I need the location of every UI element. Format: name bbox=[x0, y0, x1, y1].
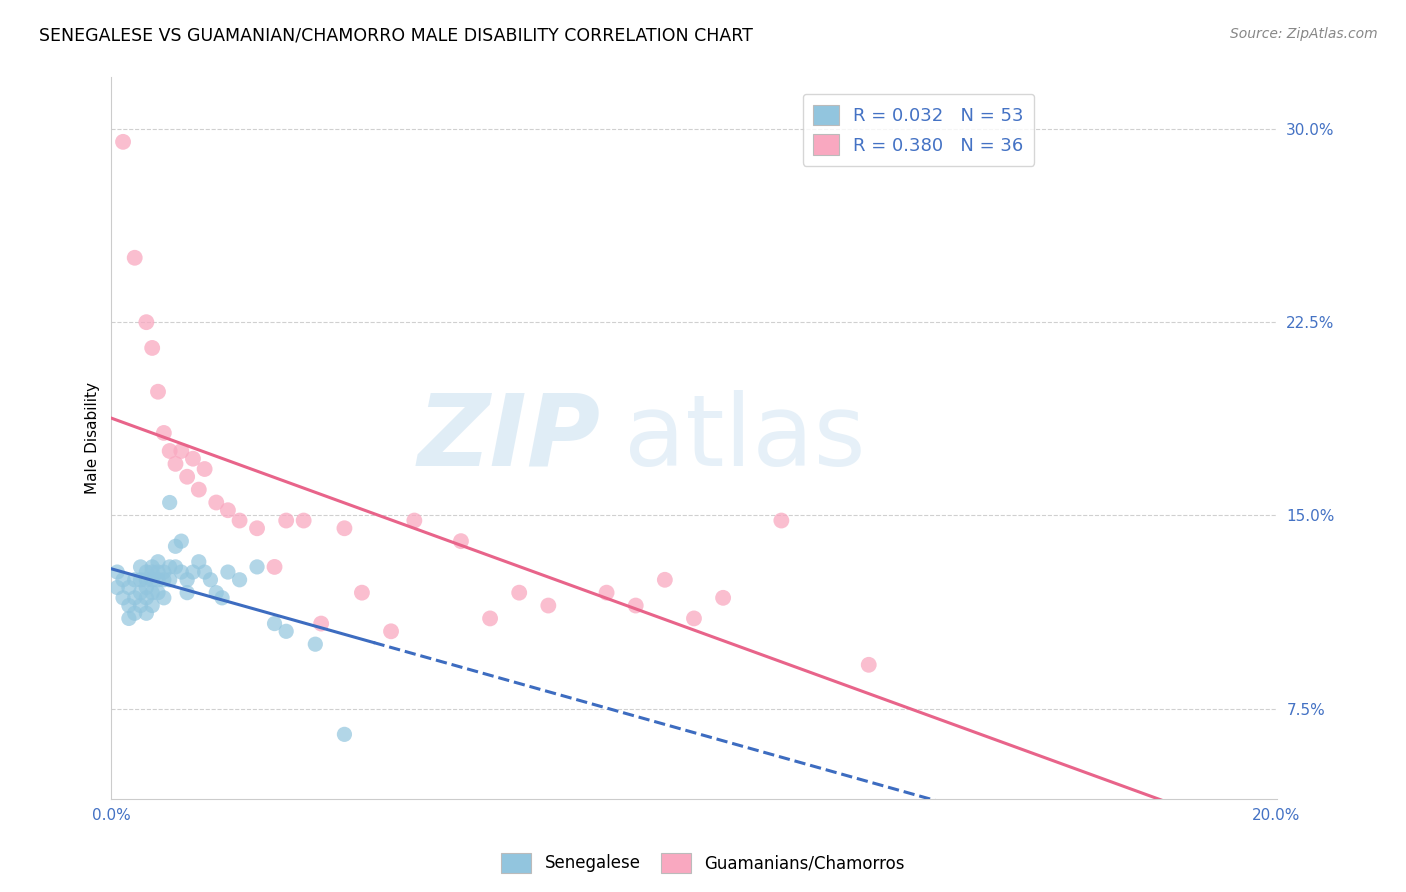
Point bbox=[228, 514, 250, 528]
Point bbox=[146, 573, 169, 587]
Point bbox=[153, 591, 176, 605]
Point bbox=[141, 341, 163, 355]
Point bbox=[124, 607, 146, 621]
Point bbox=[135, 591, 157, 605]
Point bbox=[187, 483, 209, 497]
Point bbox=[276, 514, 298, 528]
Point bbox=[508, 585, 530, 599]
Text: ZIP: ZIP bbox=[418, 390, 600, 487]
Point bbox=[105, 565, 128, 579]
Point bbox=[135, 565, 157, 579]
Point bbox=[205, 495, 228, 509]
Point bbox=[141, 565, 163, 579]
Point bbox=[246, 521, 269, 535]
Point bbox=[624, 599, 647, 613]
Point bbox=[112, 135, 135, 149]
Point bbox=[124, 251, 146, 265]
Point bbox=[135, 607, 157, 621]
Point bbox=[683, 611, 706, 625]
Point bbox=[309, 616, 332, 631]
Point bbox=[292, 514, 315, 528]
Point bbox=[246, 560, 269, 574]
Point bbox=[181, 565, 204, 579]
Point bbox=[711, 591, 734, 605]
Point bbox=[129, 573, 152, 587]
Text: SENEGALESE VS GUAMANIAN/CHAMORRO MALE DISABILITY CORRELATION CHART: SENEGALESE VS GUAMANIAN/CHAMORRO MALE DI… bbox=[39, 27, 754, 45]
Point bbox=[124, 591, 146, 605]
Point bbox=[159, 495, 181, 509]
Point bbox=[595, 585, 617, 599]
Point bbox=[217, 503, 239, 517]
Point bbox=[135, 315, 157, 329]
Point bbox=[146, 384, 169, 399]
Point bbox=[479, 611, 502, 625]
Point bbox=[194, 462, 217, 476]
Legend: R = 0.032   N = 53, R = 0.380   N = 36: R = 0.032 N = 53, R = 0.380 N = 36 bbox=[803, 94, 1035, 166]
Point bbox=[770, 514, 793, 528]
Point bbox=[135, 581, 157, 595]
Point bbox=[146, 555, 169, 569]
Point bbox=[124, 573, 146, 587]
Point bbox=[200, 573, 222, 587]
Point bbox=[176, 585, 198, 599]
Point bbox=[112, 573, 135, 587]
Point bbox=[170, 534, 193, 549]
Point bbox=[858, 657, 880, 672]
Point bbox=[165, 539, 187, 553]
Point bbox=[141, 585, 163, 599]
Point bbox=[350, 585, 373, 599]
Point bbox=[211, 591, 233, 605]
Point bbox=[129, 585, 152, 599]
Point bbox=[153, 425, 176, 440]
Point bbox=[333, 521, 356, 535]
Point bbox=[165, 560, 187, 574]
Point bbox=[176, 469, 198, 483]
Point bbox=[165, 457, 187, 471]
Text: atlas: atlas bbox=[624, 390, 866, 487]
Point bbox=[263, 560, 285, 574]
Point bbox=[141, 573, 163, 587]
Point bbox=[194, 565, 217, 579]
Point bbox=[129, 560, 152, 574]
Point bbox=[146, 585, 169, 599]
Point bbox=[654, 573, 676, 587]
Point bbox=[112, 591, 135, 605]
Point bbox=[118, 611, 141, 625]
Point bbox=[170, 444, 193, 458]
Text: Source: ZipAtlas.com: Source: ZipAtlas.com bbox=[1230, 27, 1378, 41]
Point bbox=[537, 599, 560, 613]
Point bbox=[135, 573, 157, 587]
Point bbox=[118, 581, 141, 595]
Point bbox=[159, 560, 181, 574]
Point bbox=[404, 514, 426, 528]
Point bbox=[263, 616, 285, 631]
Point bbox=[181, 451, 204, 466]
Point bbox=[153, 573, 176, 587]
Y-axis label: Male Disability: Male Disability bbox=[86, 382, 100, 494]
Point bbox=[153, 565, 176, 579]
Point bbox=[146, 565, 169, 579]
Point bbox=[333, 727, 356, 741]
Point bbox=[118, 599, 141, 613]
Point bbox=[450, 534, 472, 549]
Point bbox=[380, 624, 402, 639]
Point bbox=[304, 637, 326, 651]
Point bbox=[141, 599, 163, 613]
Point bbox=[129, 599, 152, 613]
Point bbox=[159, 444, 181, 458]
Legend: Senegalese, Guamanians/Chamorros: Senegalese, Guamanians/Chamorros bbox=[495, 847, 911, 880]
Point bbox=[276, 624, 298, 639]
Point bbox=[170, 565, 193, 579]
Point bbox=[105, 581, 128, 595]
Point bbox=[217, 565, 239, 579]
Point bbox=[187, 555, 209, 569]
Point bbox=[176, 573, 198, 587]
Point bbox=[228, 573, 250, 587]
Point bbox=[159, 573, 181, 587]
Point bbox=[205, 585, 228, 599]
Point bbox=[141, 560, 163, 574]
